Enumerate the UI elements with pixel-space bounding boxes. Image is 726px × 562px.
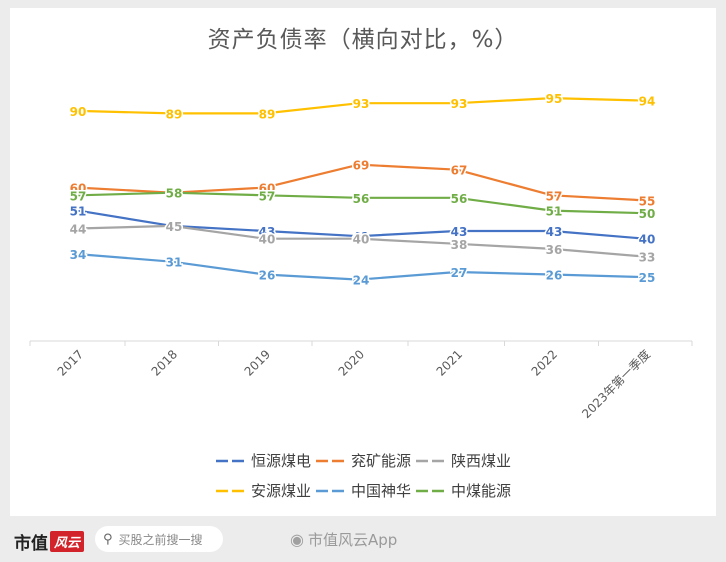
data-label-0-4: 43 <box>451 225 468 239</box>
legend-swatch-1 <box>315 459 348 462</box>
x-tick-label-3: 2020 <box>336 347 367 378</box>
data-label-1-5: 57 <box>546 189 563 203</box>
data-label-4-0: 34 <box>70 248 87 262</box>
data-label-4-5: 26 <box>546 269 563 283</box>
data-label-3-6: 94 <box>639 95 656 109</box>
data-label-5-4: 56 <box>451 192 468 206</box>
legend-row-1: 恒源煤电 兖矿能源 陕西煤业 <box>0 450 726 471</box>
series-line-2 <box>77 224 646 258</box>
x-tick-label-0: 2017 <box>55 347 86 378</box>
data-label-4-6: 25 <box>639 271 656 285</box>
data-label-3-4: 93 <box>451 97 468 111</box>
data-label-0-0: 51 <box>70 205 87 219</box>
search-placeholder: 买股之前搜一搜 <box>118 532 203 547</box>
data-label-0-3: 41 <box>353 230 370 244</box>
data-label-1-4: 67 <box>451 164 468 178</box>
x-tick-label-4: 2021 <box>434 347 465 378</box>
x-tick-label-5: 2022 <box>529 347 560 378</box>
data-label-2-3: 40 <box>353 233 370 247</box>
footer-bar: 市值 风云 ⚲ 买股之前搜一搜 ◉ 市值风云App <box>0 518 726 562</box>
series-line-4 <box>77 253 646 281</box>
data-label-2-4: 38 <box>451 238 468 252</box>
data-label-5-0: 57 <box>70 189 87 203</box>
data-label-0-1: 45 <box>166 220 183 234</box>
legend-label-3: 安源煤业 <box>250 482 311 500</box>
weibo-watermark: ◉ 市值风云App <box>290 529 397 550</box>
x-tick-label-6: 2023年第一季度 <box>578 347 653 422</box>
chart-title: 资产负债率（横向对比，%） <box>207 27 519 53</box>
data-label-3-5: 95 <box>546 92 563 106</box>
data-label-4-3: 24 <box>353 274 370 288</box>
legend-label-2: 陕西煤业 <box>451 452 512 470</box>
series-line-3 <box>77 96 646 115</box>
data-label-5-5: 51 <box>546 205 563 219</box>
data-label-5-3: 56 <box>353 192 370 206</box>
data-label-1-3: 69 <box>353 159 370 173</box>
data-label-5-2: 57 <box>259 189 276 203</box>
data-label-3-3: 93 <box>353 97 370 111</box>
data-label-1-2: 60 <box>259 182 276 196</box>
legend-swatch-3 <box>215 489 248 492</box>
brand-badge: 风云 <box>50 531 85 552</box>
data-label-4-1: 31 <box>166 256 183 270</box>
legend-item-3: 安源煤业 <box>215 480 311 501</box>
search-input[interactable]: ⚲ 买股之前搜一搜 <box>95 526 223 552</box>
x-tick-label-1: 2018 <box>149 347 180 378</box>
legend-item-1: 兖矿能源 <box>315 450 411 471</box>
data-label-2-1: 45 <box>166 220 183 234</box>
legend-label-0: 恒源煤电 <box>250 452 311 470</box>
data-label-3-0: 90 <box>70 105 87 119</box>
weibo-icon: ◉ <box>290 530 304 549</box>
data-label-2-0: 44 <box>70 222 87 236</box>
data-label-5-1: 58 <box>166 187 183 201</box>
legend-item-0: 恒源煤电 <box>215 450 311 471</box>
data-label-3-1: 89 <box>166 107 183 121</box>
chart-card <box>10 8 716 516</box>
legend-swatch-0 <box>215 459 248 462</box>
data-label-2-6: 33 <box>639 251 656 265</box>
legend-item-5: 中煤能源 <box>415 480 511 501</box>
data-label-4-2: 26 <box>259 269 276 283</box>
legend-row-2: 安源煤业 中国神华 中煤能源 <box>0 480 726 501</box>
brand-name: 市值 <box>14 534 48 554</box>
series-line-5 <box>77 191 646 215</box>
x-tick-label-2: 2019 <box>242 347 273 378</box>
data-label-4-4: 27 <box>451 266 468 280</box>
legend-label-1: 兖矿能源 <box>350 452 411 470</box>
legend-item-2: 陕西煤业 <box>415 450 511 471</box>
legend-item-4: 中国神华 <box>315 480 411 501</box>
brand-logo[interactable]: 市值 风云 <box>14 529 85 554</box>
data-label-0-6: 40 <box>639 233 656 247</box>
data-label-5-6: 50 <box>639 207 656 221</box>
data-label-2-2: 40 <box>259 233 276 247</box>
data-label-0-2: 43 <box>259 225 276 239</box>
legend-swatch-5 <box>416 489 448 492</box>
data-label-1-1: 58 <box>166 187 183 201</box>
data-label-1-6: 55 <box>639 194 656 208</box>
legend-swatch-4 <box>315 489 348 492</box>
data-label-2-5: 36 <box>546 243 563 257</box>
data-label-0-5: 43 <box>546 225 563 239</box>
legend-label-5: 中煤能源 <box>451 482 512 500</box>
search-icon: ⚲ <box>103 531 113 547</box>
data-label-1-0: 60 <box>70 182 87 196</box>
legend-swatch-2 <box>416 459 448 462</box>
weibo-text: 市值风云App <box>307 531 398 549</box>
legend-label-4: 中国神华 <box>350 482 411 500</box>
data-label-3-2: 89 <box>259 107 276 121</box>
